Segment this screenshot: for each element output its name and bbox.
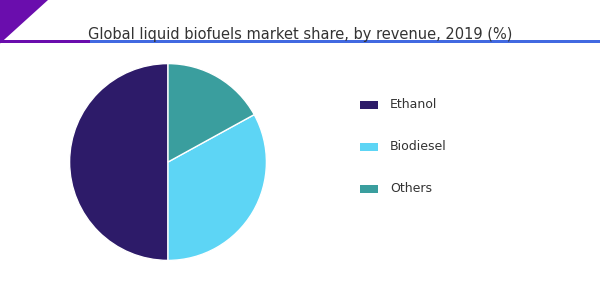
Text: Ethanol: Ethanol xyxy=(390,98,437,112)
Wedge shape xyxy=(70,64,168,260)
Text: Others: Others xyxy=(390,182,432,196)
Bar xyxy=(0,40,90,43)
Wedge shape xyxy=(168,64,254,162)
Wedge shape xyxy=(168,115,266,260)
Text: Global liquid biofuels market share, by revenue, 2019 (%): Global liquid biofuels market share, by … xyxy=(88,27,512,42)
Bar xyxy=(90,40,600,43)
Text: Biodiesel: Biodiesel xyxy=(390,140,447,154)
Polygon shape xyxy=(0,0,48,44)
